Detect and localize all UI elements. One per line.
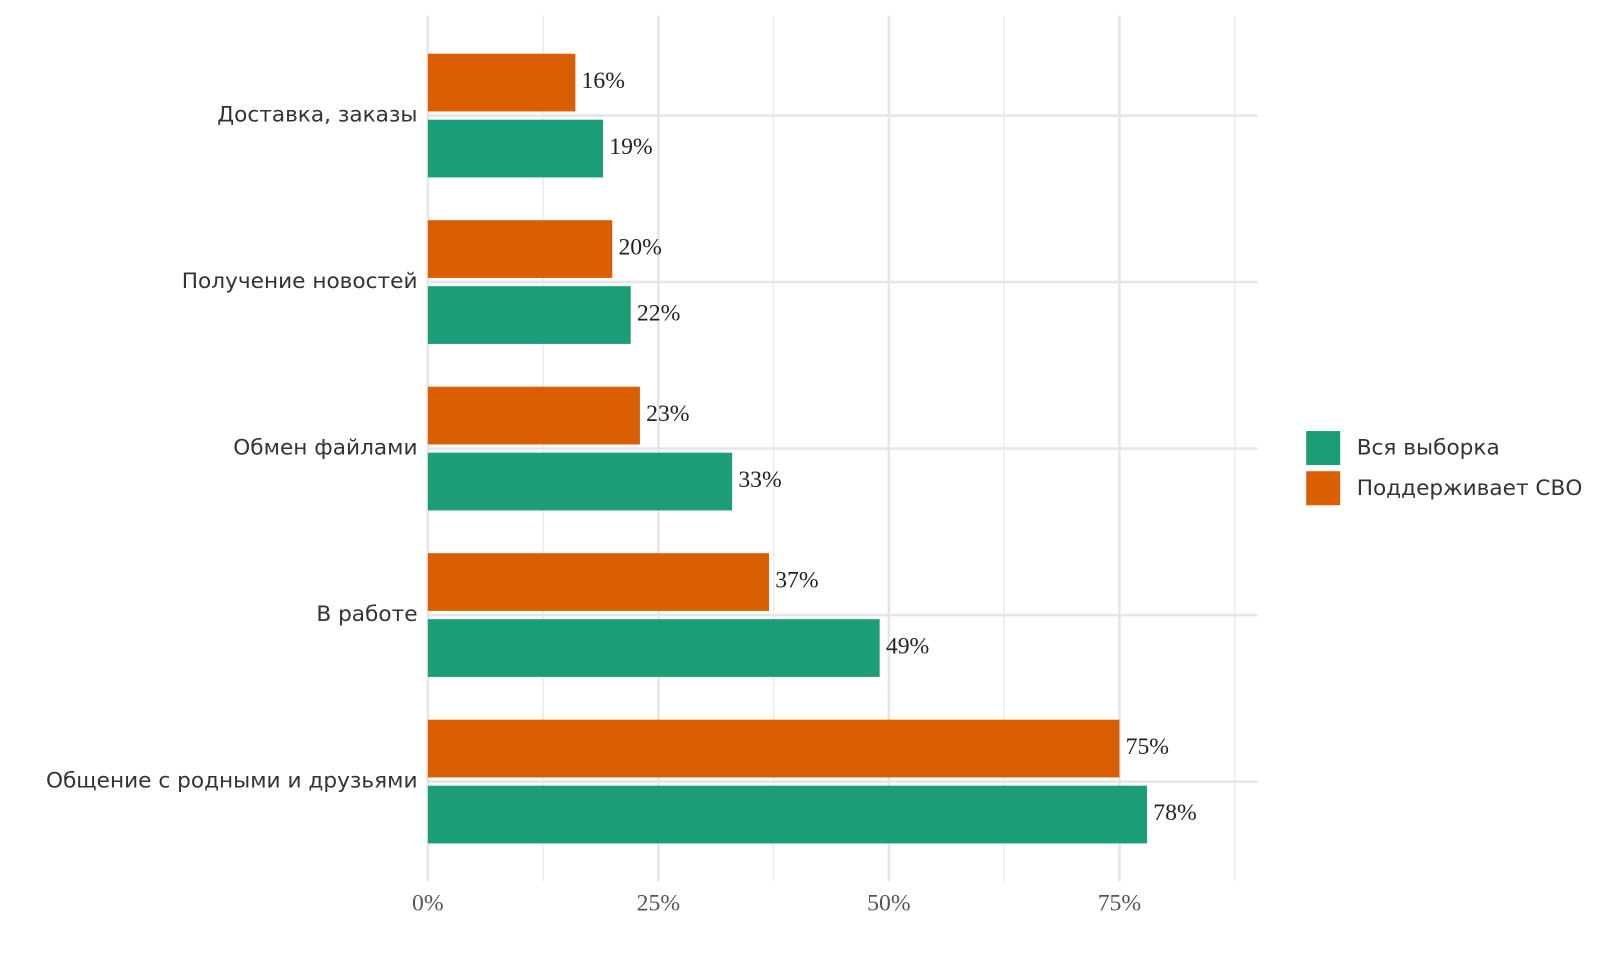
x-tick-label: 25% <box>637 891 680 917</box>
bar <box>427 452 733 511</box>
bar <box>427 553 770 611</box>
legend-swatch <box>1306 471 1341 506</box>
x-tick-label: 75% <box>1098 891 1141 917</box>
value-label: 33% <box>738 467 781 493</box>
bar <box>427 53 576 112</box>
bar <box>427 119 604 178</box>
value-label: 19% <box>609 134 652 160</box>
y-tick-label: Общение с родными и друзьями <box>46 769 418 794</box>
bar <box>427 619 880 677</box>
value-label: 37% <box>775 567 818 593</box>
bar <box>427 719 1120 778</box>
value-label: 16% <box>582 68 625 94</box>
legend-label: Вся выборка <box>1357 436 1500 461</box>
value-label: 20% <box>618 235 661 261</box>
value-label: 22% <box>637 300 680 326</box>
bar <box>427 785 1148 844</box>
bar <box>427 220 613 278</box>
value-label: 75% <box>1126 734 1169 760</box>
bar <box>427 286 631 344</box>
x-tick-label: 0% <box>412 891 444 917</box>
x-tick-label: 50% <box>867 891 910 917</box>
y-tick-label: В работе <box>316 602 417 627</box>
value-label: 23% <box>646 401 689 427</box>
value-label: 49% <box>886 633 929 659</box>
value-label: 78% <box>1153 800 1196 826</box>
bar <box>427 386 640 445</box>
legend-label: Поддерживает СВО <box>1357 476 1583 501</box>
y-tick-label: Обмен файлами <box>233 436 417 461</box>
y-tick-label: Доставка, заказы <box>217 103 417 128</box>
legend-swatch <box>1306 431 1341 466</box>
y-tick-label: Получение новостей <box>182 269 418 294</box>
